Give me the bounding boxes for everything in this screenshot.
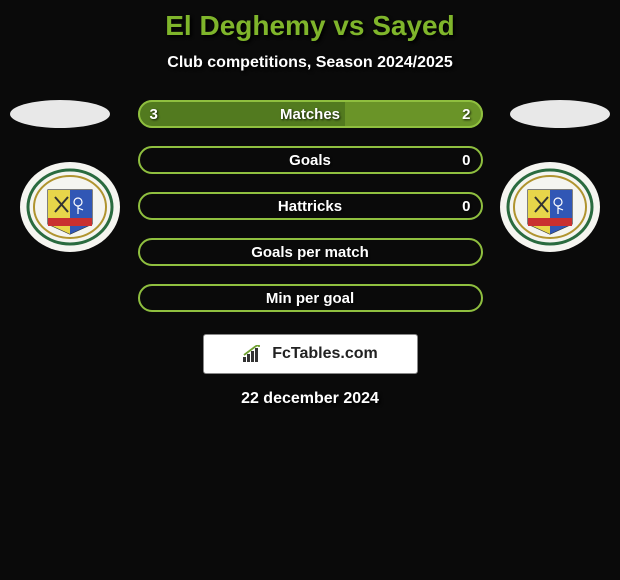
branding-text: FcTables.com: [272, 345, 378, 363]
page-title: El Deghemy vs Sayed: [0, 0, 620, 42]
stat-value-right: 0: [462, 198, 470, 215]
stat-label: Matches: [280, 106, 340, 123]
stat-label: Hattricks: [278, 198, 342, 215]
club-badge-right: [500, 162, 600, 252]
player-right-avatar-placeholder: [510, 100, 610, 128]
branding-box[interactable]: FcTables.com: [203, 334, 418, 374]
stat-bar: Min per goal: [138, 284, 483, 312]
stat-bar: 0 Goals: [138, 146, 483, 174]
club-crest-icon: [500, 162, 600, 252]
club-badge-left: [20, 162, 120, 252]
stat-bars: 3 2 Matches 0 Goals 0 Hattricks Goals per match…: [138, 100, 483, 312]
stat-value-right: 2: [462, 106, 470, 123]
player-left-avatar-placeholder: [10, 100, 110, 128]
stat-value-left: 3: [150, 106, 158, 123]
stat-label: Goals per match: [251, 244, 369, 261]
comparison-stage: 3 2 Matches 0 Goals 0 Hattricks Goals per match…: [0, 100, 620, 312]
bar-chart-icon: [242, 345, 266, 363]
club-crest-icon: [20, 162, 120, 252]
stat-value-right: 0: [462, 152, 470, 169]
stat-bar: Goals per match: [138, 238, 483, 266]
stat-bar: 3 2 Matches: [138, 100, 483, 128]
date-text: 22 december 2024: [0, 390, 620, 408]
stat-label: Min per goal: [266, 290, 354, 307]
page-subtitle: Club competitions, Season 2024/2025: [0, 54, 620, 72]
stat-bar: 0 Hattricks: [138, 192, 483, 220]
stat-label: Goals: [289, 152, 331, 169]
